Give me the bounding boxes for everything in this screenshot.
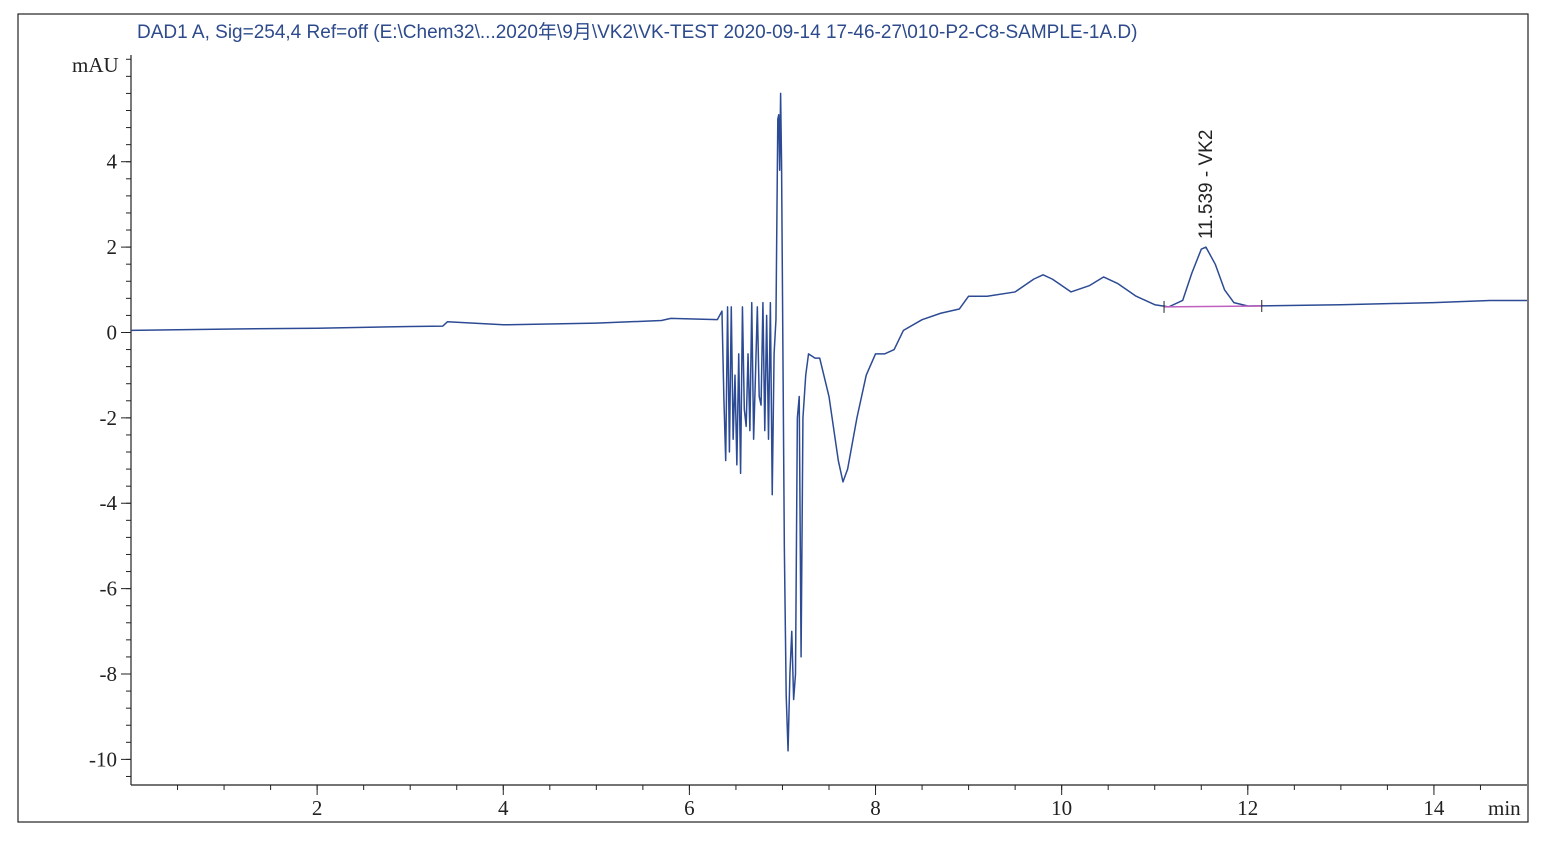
frame	[17, 13, 1529, 823]
integration-baseline	[1164, 305, 1262, 308]
y-tick-label: -2	[100, 406, 118, 430]
y-tick-label: -4	[100, 491, 118, 515]
y-tick-label: -10	[89, 747, 117, 771]
y-tick-label: 2	[107, 235, 118, 259]
x-tick-label: 8	[870, 796, 881, 820]
y-tick-label: -8	[100, 662, 118, 686]
x-tick-label: 14	[1423, 796, 1445, 820]
y-axis-label: mAU	[72, 53, 119, 77]
x-tick-label: 2	[312, 796, 323, 820]
x-tick-label: 4	[498, 796, 509, 820]
x-tick-label: 12	[1237, 796, 1258, 820]
x-axis-label: min	[1488, 796, 1521, 820]
x-tick-label: 6	[684, 796, 695, 820]
signal-line	[130, 92, 1527, 752]
y-tick-label: 0	[107, 320, 118, 344]
x-tick-label: 10	[1051, 796, 1072, 820]
y-tick-label: 4	[107, 150, 118, 174]
peak-annotation: 11.539 - VK2	[1196, 130, 1217, 240]
y-tick-label: -6	[100, 577, 118, 601]
chart-title: DAD1 A, Sig=254,4 Ref=off (E:\Chem32\...…	[137, 21, 1137, 43]
